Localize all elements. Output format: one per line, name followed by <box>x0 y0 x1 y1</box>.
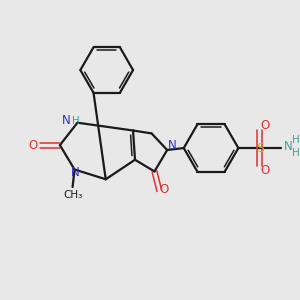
Text: O: O <box>28 139 37 152</box>
Text: H: H <box>292 135 300 145</box>
Text: N: N <box>168 139 176 152</box>
Text: O: O <box>260 119 269 132</box>
Text: N: N <box>71 166 80 179</box>
Text: S: S <box>256 142 264 154</box>
Text: H: H <box>72 116 80 126</box>
Text: H: H <box>292 148 300 158</box>
Text: CH₃: CH₃ <box>63 190 82 200</box>
Text: O: O <box>160 184 169 196</box>
Text: O: O <box>260 164 269 177</box>
Text: N: N <box>284 140 292 153</box>
Text: N: N <box>62 114 71 127</box>
